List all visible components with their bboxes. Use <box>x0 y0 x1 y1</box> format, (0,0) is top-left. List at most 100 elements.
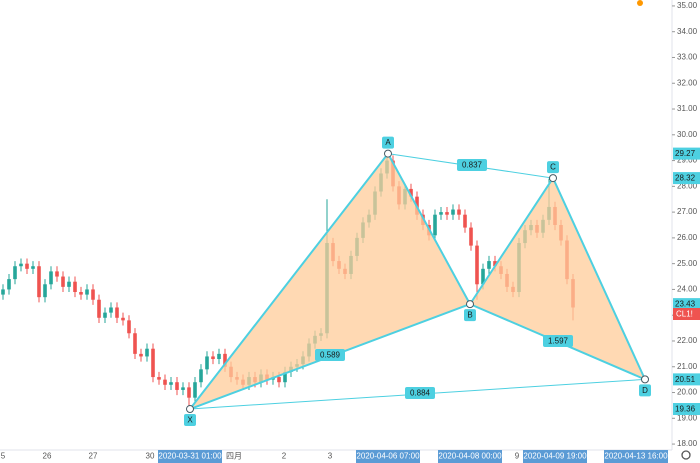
price-tag-label: 29.27 <box>675 149 696 158</box>
pattern-point <box>549 174 557 183</box>
point-letter: A <box>385 138 391 147</box>
point-letter-box <box>639 384 651 397</box>
x-tick-label: 2020-04-08 00:00 <box>438 452 502 461</box>
symbol-tag-label: CL1! <box>676 310 693 319</box>
y-tick-label: 35.00 <box>677 1 698 10</box>
candle-body <box>85 289 89 295</box>
y-tick-label: 22.00 <box>677 336 698 345</box>
y-tick-label: 26.00 <box>677 233 698 242</box>
candle-body <box>31 266 35 269</box>
candle-body <box>13 266 17 280</box>
symbol-tag <box>673 308 700 320</box>
time-tag <box>356 450 420 463</box>
candle-body <box>451 209 455 215</box>
x-tick-label: 2 <box>282 452 287 461</box>
point-letter: D <box>642 386 648 395</box>
candle-body <box>1 289 5 295</box>
candle-body <box>49 271 53 285</box>
y-tick-label: 29.00 <box>677 156 698 165</box>
candle-body <box>67 281 71 287</box>
point-letter-box <box>382 136 394 149</box>
x-tick-label: 26 <box>43 452 52 461</box>
x-tick-label: 2020-04-13 16:00 <box>604 452 668 461</box>
candle-body <box>109 307 113 313</box>
price-tag-label: 19.36 <box>675 405 696 414</box>
candle-body <box>463 214 467 228</box>
candle-body <box>211 356 215 360</box>
candle-body <box>133 333 137 354</box>
candle-body <box>43 284 47 298</box>
alert-icon[interactable] <box>637 0 643 6</box>
candle-body <box>475 245 479 285</box>
y-tick-label: 25.00 <box>677 259 698 268</box>
ratio-label: 0.589 <box>320 351 341 360</box>
y-tick-label: 21.00 <box>677 362 698 371</box>
x-tick-label: 四月 <box>226 452 242 461</box>
y-tick-label: 20.00 <box>677 388 698 397</box>
candle-body <box>193 382 197 398</box>
candle-body <box>175 382 179 390</box>
candle-body <box>181 387 185 390</box>
point-letter-box <box>547 161 559 174</box>
candle-body <box>127 320 131 334</box>
price-tag-label: 23.43 <box>675 300 696 309</box>
x-tick-label: 2020-04-06 07:00 <box>356 452 420 461</box>
y-tick-label: 27.00 <box>677 207 698 216</box>
y-tick-label: 32.00 <box>677 78 698 87</box>
candle-body <box>433 214 437 236</box>
y-tick-label: 19.00 <box>677 413 698 422</box>
pattern-point <box>384 149 392 158</box>
candle-body <box>91 289 95 300</box>
ratio-label: 1.597 <box>548 337 569 346</box>
price-tag <box>673 298 700 311</box>
point-letter-box <box>184 414 196 427</box>
candle-body <box>217 353 221 360</box>
x-tick-label: 5 <box>1 452 6 461</box>
price-tag-label: 28.32 <box>675 174 696 183</box>
candle-body <box>139 353 143 357</box>
pattern-point <box>641 375 649 384</box>
time-tag <box>158 450 222 463</box>
ratio-label: 0.884 <box>410 389 431 398</box>
candle-body <box>7 279 11 290</box>
candle-body <box>199 369 203 383</box>
ratio-box <box>315 349 345 361</box>
settings-icon[interactable] <box>681 450 691 460</box>
candle-body <box>151 348 155 378</box>
time-tag <box>438 450 502 463</box>
candle-body <box>493 261 497 267</box>
price-tag <box>673 147 700 160</box>
candle-body <box>145 348 149 357</box>
candle-body <box>61 276 65 287</box>
point-letter-box <box>464 309 476 322</box>
candle-body <box>283 371 287 383</box>
time-tag <box>523 450 587 463</box>
ratio-box <box>543 335 573 347</box>
pattern-point <box>466 300 474 309</box>
candle-body <box>487 261 491 269</box>
candle-body <box>121 317 125 321</box>
y-tick-label: 24.00 <box>677 285 698 294</box>
y-tick-label: 30.00 <box>677 130 698 139</box>
candle-body <box>277 377 281 383</box>
candle-body <box>115 307 119 318</box>
y-tick-label: 34.00 <box>677 27 698 36</box>
x-tick-label: 9 <box>515 452 520 461</box>
y-tick-label: 31.00 <box>677 104 698 113</box>
point-letter: C <box>550 163 556 172</box>
pattern-point <box>186 405 194 414</box>
candle-body <box>79 292 83 295</box>
price-tag <box>673 172 700 185</box>
x-tick-label: 27 <box>89 452 98 461</box>
candle-body <box>439 212 443 215</box>
price-tag <box>673 403 700 416</box>
candle-body <box>457 209 461 215</box>
candle-body <box>163 379 167 385</box>
candle-body <box>19 263 23 267</box>
ratio-box <box>457 159 487 171</box>
point-letter: B <box>467 311 472 320</box>
candle-body <box>157 377 161 380</box>
x-tick-label: 30 <box>146 452 155 461</box>
candle-body <box>73 281 77 293</box>
